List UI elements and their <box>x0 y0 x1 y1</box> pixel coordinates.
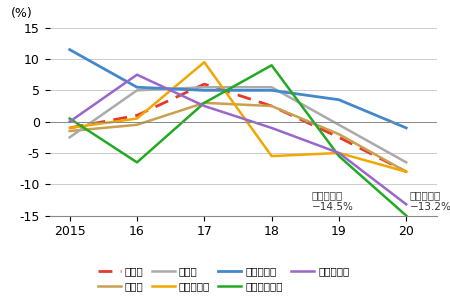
Text: 運輸・郵便
−14.5%: 運輸・郵便 −14.5% <box>312 191 354 212</box>
Text: (%): (%) <box>11 7 32 20</box>
Legend: 全産業, 製造業, 建設業, 卸・小売業, 情報通信業, 運輸・郵便業, サービス業: 全産業, 製造業, 建設業, 卸・小売業, 情報通信業, 運輸・郵便業, サービ… <box>94 262 354 296</box>
Text: サービス業
−13.2%: サービス業 −13.2% <box>410 191 450 212</box>
